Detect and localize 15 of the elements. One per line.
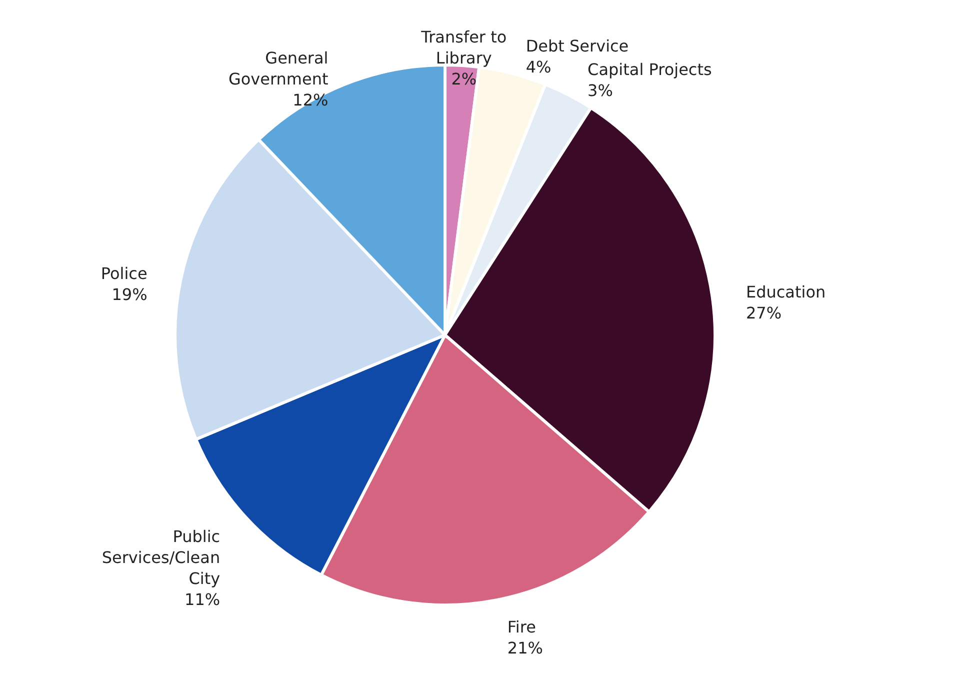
slice-label: Public Services/Clean City (102, 527, 220, 588)
slice-label: Police (100, 264, 148, 283)
slice-label: Education (746, 282, 826, 302)
data-label: 19% (112, 284, 148, 304)
data-label: 11% (184, 590, 220, 610)
data-label: 2% (451, 70, 477, 89)
slice-label: General Government (228, 48, 328, 88)
data-label: 4% (526, 58, 552, 77)
slice-label: Debt Service (526, 36, 629, 56)
slice-label: Transfer to Library (420, 28, 507, 68)
data-label: 27% (746, 304, 782, 323)
slice-label: Capital Projects (588, 60, 712, 80)
slice-label: Fire (507, 618, 536, 637)
data-label: 3% (588, 81, 613, 100)
data-label: 21% (507, 638, 543, 658)
